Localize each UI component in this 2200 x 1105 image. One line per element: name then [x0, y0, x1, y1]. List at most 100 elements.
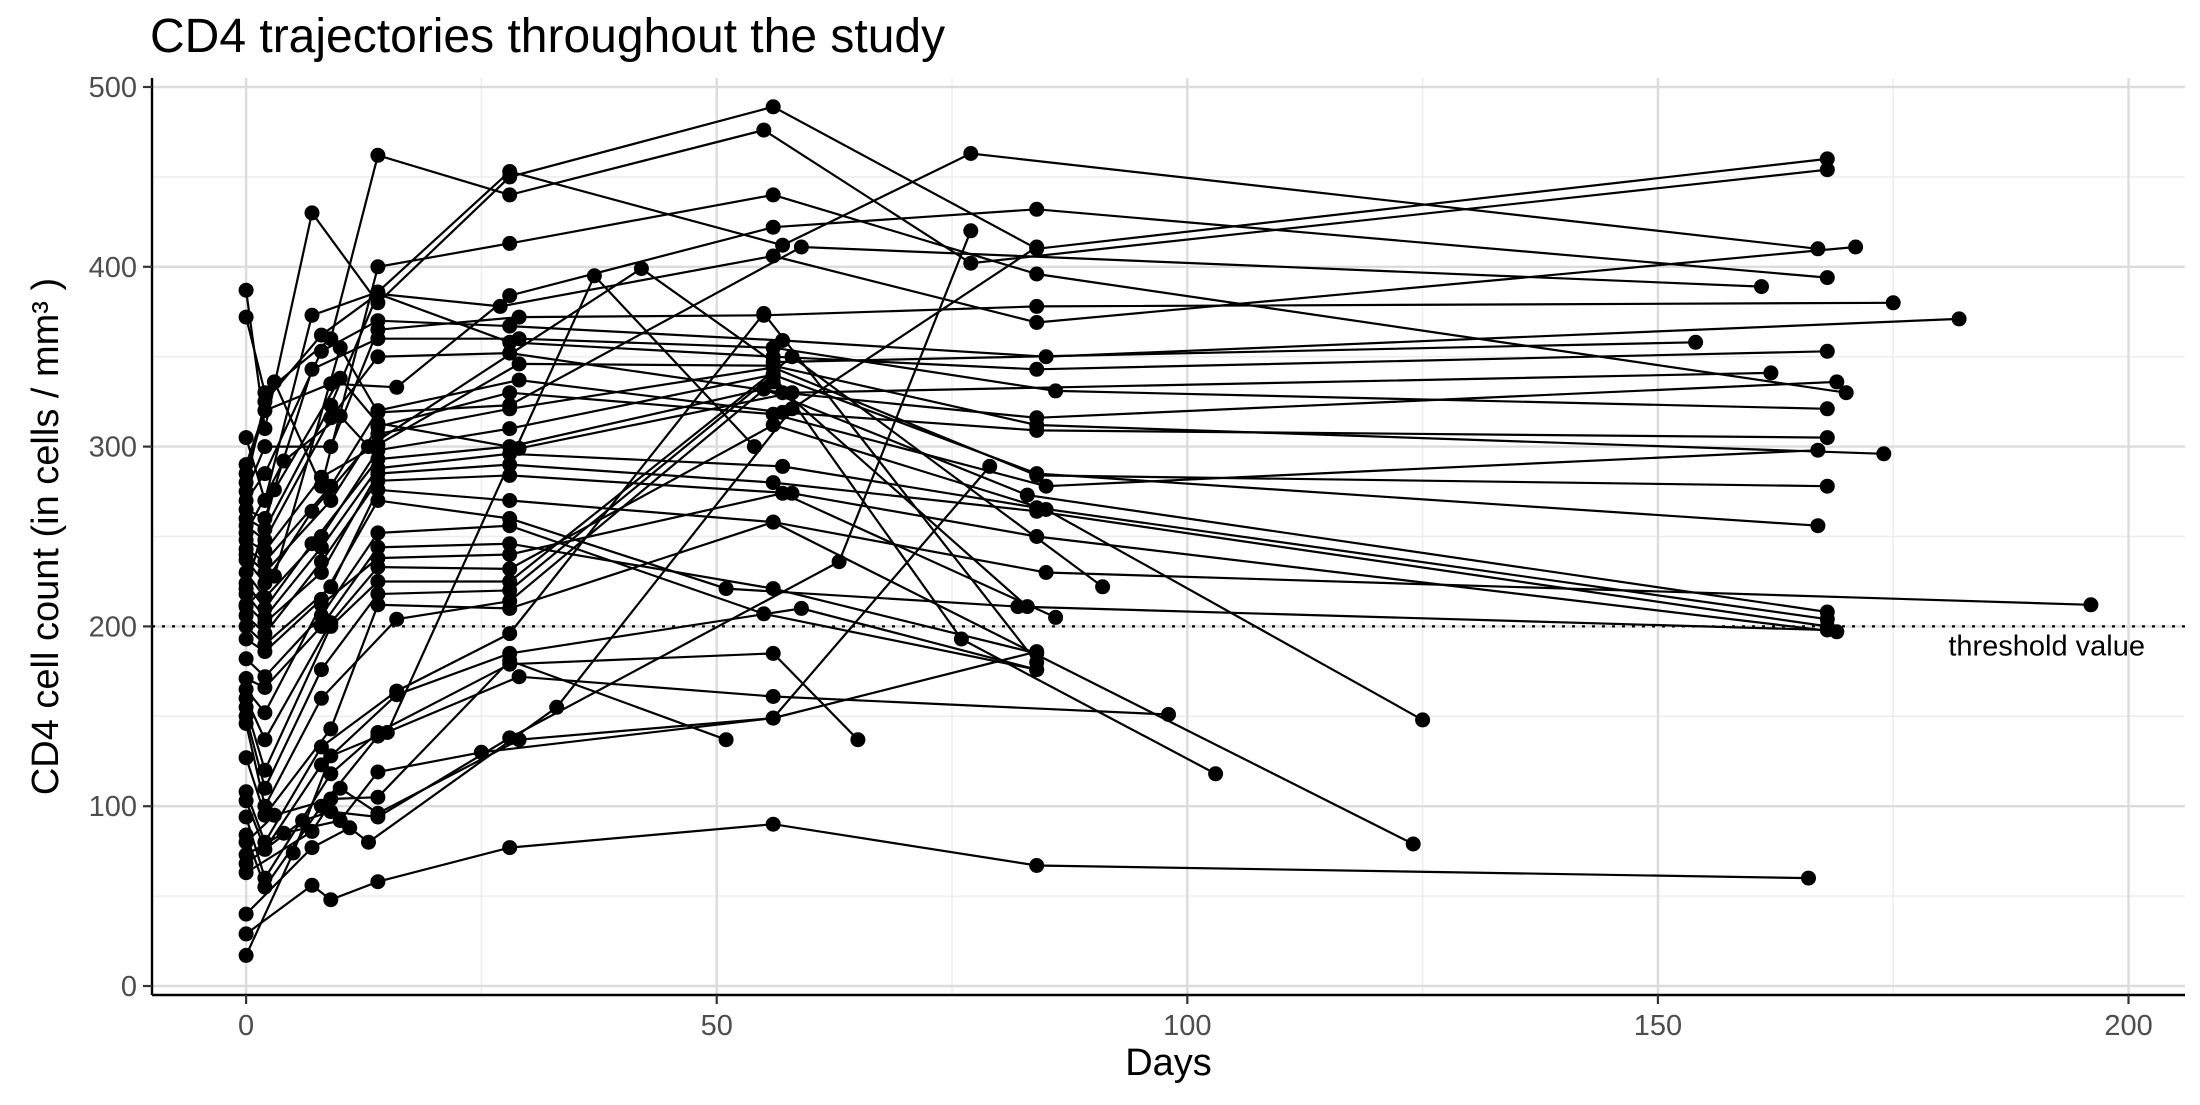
data-point	[313, 662, 329, 678]
trajectory-line	[245, 246, 1038, 915]
data-point	[304, 877, 320, 893]
data-point	[304, 823, 320, 839]
data-point	[1029, 466, 1045, 482]
data-point	[257, 615, 273, 631]
data-point	[323, 892, 339, 908]
data-point	[389, 687, 405, 703]
data-point	[1038, 502, 1054, 517]
trajectory-line	[245, 387, 1828, 614]
data-point	[793, 600, 809, 616]
data-point	[313, 327, 329, 343]
data-point	[549, 699, 565, 715]
data-point	[257, 669, 273, 685]
data-point	[1405, 836, 1421, 852]
data-point	[304, 503, 320, 519]
data-point	[1019, 487, 1035, 503]
data-point	[323, 721, 339, 737]
data-point	[963, 255, 979, 271]
data-point	[313, 597, 329, 613]
data-point	[1038, 478, 1054, 494]
x-tick-label: 200	[2104, 1010, 2152, 1042]
data-point	[502, 385, 518, 401]
data-point	[323, 478, 339, 494]
data-point	[257, 554, 273, 570]
data-point	[238, 282, 254, 298]
data-point	[502, 653, 518, 669]
y-tick-label: 400	[89, 252, 137, 284]
data-point	[257, 879, 273, 895]
trajectory-line	[245, 452, 1828, 621]
data-point	[1810, 518, 1826, 534]
data-point	[313, 739, 329, 755]
trajectory-line	[245, 499, 1828, 653]
data-point	[502, 582, 518, 598]
data-point	[332, 780, 348, 796]
trajectory-line	[245, 823, 1809, 935]
data-point	[266, 807, 282, 823]
data-point	[370, 539, 386, 555]
data-point	[1838, 385, 1854, 401]
data-point	[502, 164, 518, 179]
data-point	[765, 406, 781, 422]
data-point	[784, 401, 800, 417]
data-point	[2083, 597, 2099, 613]
data-point	[304, 307, 320, 323]
data-point	[238, 926, 254, 942]
grid	[152, 78, 2185, 995]
data-point	[502, 187, 518, 203]
data-point	[1029, 662, 1045, 678]
data-point	[1848, 239, 1864, 255]
data-point	[765, 514, 781, 530]
data-point	[266, 568, 282, 584]
data-point	[266, 374, 282, 390]
data-point	[633, 261, 649, 277]
trajectory-line	[245, 520, 1414, 845]
data-point	[257, 543, 273, 559]
data-point	[238, 581, 254, 597]
trajectory-line	[245, 292, 1828, 531]
data-point	[793, 239, 809, 255]
data-point	[1810, 241, 1826, 257]
data-point	[1829, 374, 1845, 390]
data-point	[502, 397, 518, 413]
data-point	[1029, 298, 1045, 314]
data-point	[266, 482, 282, 498]
data-point	[1819, 270, 1835, 286]
y-tick-label: 300	[89, 432, 137, 464]
data-point	[238, 906, 254, 922]
data-point	[379, 725, 395, 740]
trajectory-38	[238, 644, 1045, 881]
data-point	[1763, 365, 1779, 381]
trajectories	[238, 99, 2099, 963]
data-point	[765, 816, 781, 832]
data-point	[238, 599, 254, 615]
data-point	[765, 99, 781, 115]
data-point	[370, 415, 386, 431]
data-point	[765, 187, 781, 203]
data-point	[370, 764, 386, 780]
data-point	[1819, 622, 1835, 638]
data-point	[257, 466, 273, 482]
data-point	[765, 689, 781, 704]
data-point	[963, 146, 979, 161]
data-point	[1029, 361, 1045, 377]
data-point	[775, 485, 791, 501]
data-point	[1029, 644, 1045, 660]
data-point	[323, 493, 339, 508]
trajectory-line	[245, 373, 1818, 600]
trajectory-33	[238, 645, 866, 886]
data-point	[1095, 579, 1111, 595]
data-point	[1208, 766, 1224, 782]
data-point	[332, 370, 348, 386]
y-tick-label: 500	[89, 72, 137, 104]
data-point	[775, 458, 791, 474]
trajectory-4	[238, 187, 1854, 494]
data-point	[370, 559, 386, 575]
data-point	[257, 680, 273, 695]
data-point	[257, 439, 273, 455]
data-point	[1819, 478, 1835, 494]
data-point	[313, 554, 329, 570]
data-point	[502, 536, 518, 552]
trajectory-line	[245, 351, 1837, 542]
trajectory-43	[238, 365, 1779, 597]
